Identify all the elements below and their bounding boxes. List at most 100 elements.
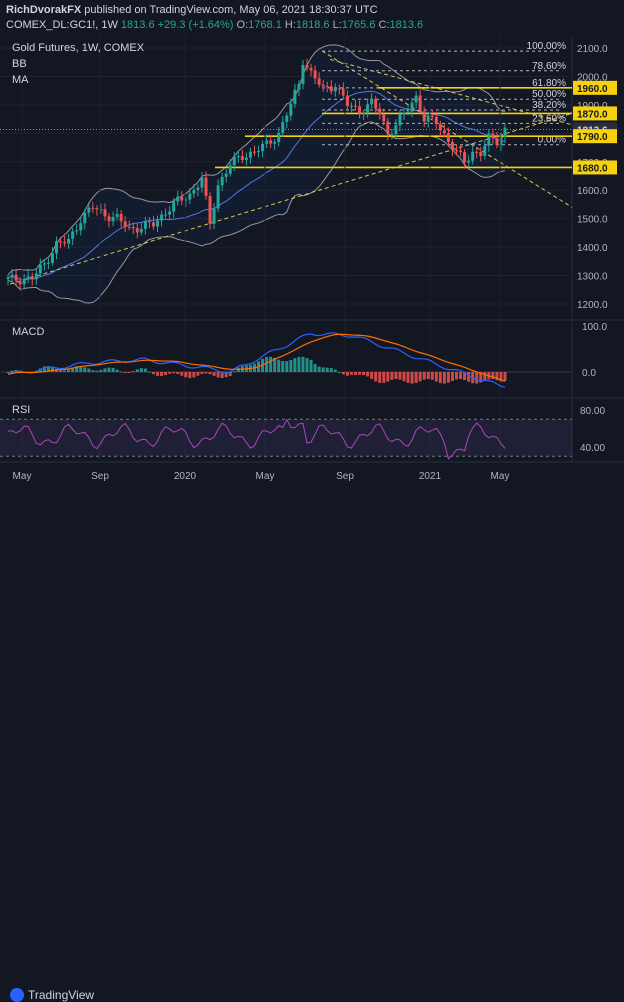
candle-body — [208, 195, 212, 224]
candle-body — [188, 193, 192, 200]
macd-pane[interactable] — [0, 332, 572, 388]
candle-body — [196, 187, 200, 191]
candle-body — [10, 274, 14, 278]
candle-body — [289, 103, 293, 116]
macd-line — [7, 332, 506, 388]
ma-line — [7, 90, 506, 280]
price-tick-label: 1500.0 — [577, 215, 608, 226]
candle-body — [119, 213, 123, 222]
candle-body — [111, 216, 115, 222]
macd-histogram-bar — [220, 372, 224, 379]
macd-histogram-bar — [309, 359, 313, 372]
price-axis-box — [573, 80, 617, 95]
macd-histogram-bar — [160, 372, 164, 377]
candle-body — [455, 150, 459, 152]
candle-body — [184, 199, 188, 201]
candle-body — [446, 133, 450, 142]
publisher-line: RichDvorakFX published on TradingView.co… — [6, 4, 378, 16]
open-label: O: — [236, 19, 249, 31]
candle-body — [483, 145, 487, 156]
candle-body — [46, 262, 50, 264]
main-price-pane[interactable]: 100.00% 78.60% 61.80%50.00%38.20% 23.60% 0.0… — [0, 36, 573, 462]
macd-histogram-bar — [87, 368, 91, 372]
candle-body — [479, 151, 483, 156]
candle-body — [414, 95, 418, 103]
rsi-line — [7, 418, 506, 460]
candle-body — [309, 67, 313, 71]
macd-histogram-bar — [459, 372, 463, 380]
chart-canvas[interactable]: 100.00% 78.60% 61.80%50.00%38.20% 23.60% 0.0… — [0, 0, 624, 491]
price-change: +29.3 (+1.64%) — [157, 19, 234, 31]
macd-histogram-bar — [402, 372, 406, 382]
low-label: L: — [332, 19, 342, 31]
candle-body — [317, 78, 321, 85]
indicator-ma-label[interactable]: MA — [12, 74, 29, 86]
candle-body — [204, 177, 208, 196]
macd-pane-title[interactable]: MACD — [12, 326, 45, 338]
candle-body — [22, 279, 26, 285]
macd-histogram-bar — [362, 372, 366, 376]
macd-histogram-bar — [341, 372, 345, 375]
candle-body — [499, 137, 503, 145]
candle-body — [434, 116, 438, 125]
candle-body — [75, 230, 79, 232]
candle-body — [386, 121, 390, 135]
price-tick-label: 1200.0 — [577, 300, 608, 311]
macd-histogram-bar — [394, 372, 398, 380]
rsi-pane[interactable] — [0, 418, 572, 460]
candle-body — [63, 242, 67, 244]
indicator-bb-label[interactable]: BB — [12, 58, 27, 70]
candle-body — [224, 173, 228, 177]
candle-body — [475, 151, 479, 153]
author-name[interactable]: RichDvorakFX — [6, 4, 82, 16]
macd-histogram-bar — [434, 372, 438, 382]
macd-histogram-bar — [483, 372, 487, 381]
macd-histogram-bar — [337, 371, 341, 373]
macd-histogram-bar — [410, 372, 414, 384]
macd-histogram-bar — [115, 369, 119, 372]
time-axis-label: May — [491, 471, 510, 482]
macd-histogram-bar — [370, 372, 374, 379]
candle-body — [390, 134, 394, 136]
candle-body — [71, 231, 75, 239]
macd-histogram-bar — [353, 372, 357, 376]
macd-histogram-bar — [59, 370, 63, 372]
macd-histogram-bar — [224, 372, 228, 378]
symbol-label[interactable]: COMEX_DL:GC1!, 1W — [6, 19, 118, 31]
candle-body — [337, 88, 341, 90]
macd-histogram-bar — [228, 372, 232, 377]
candle-body — [236, 156, 240, 158]
price-axis-box-label: 1680.0 — [577, 163, 608, 174]
candle-body — [192, 190, 196, 194]
macd-histogram-bar — [107, 367, 111, 372]
candle-body — [139, 229, 143, 233]
macd-histogram-bar — [442, 372, 446, 384]
macd-histogram-bar — [333, 369, 337, 372]
candle-body — [14, 274, 18, 281]
candle-body — [329, 86, 333, 92]
candle-body — [345, 95, 349, 107]
candle-body — [34, 273, 38, 280]
macd-histogram-bar — [188, 372, 192, 379]
candle-body — [147, 221, 151, 223]
macd-histogram-bar — [208, 372, 212, 375]
macd-histogram-bar — [151, 372, 155, 375]
macd-histogram-bar — [139, 368, 143, 372]
fib-label: 50.00% — [532, 89, 566, 100]
macd-histogram-bar — [289, 359, 293, 372]
rsi-pane-title[interactable]: RSI — [12, 404, 31, 416]
macd-histogram-bar — [273, 357, 277, 372]
macd-histogram-bar — [317, 366, 321, 372]
candle-body — [172, 201, 176, 212]
candle-body — [398, 114, 402, 126]
candle-body — [91, 207, 95, 209]
macd-histogram-bar — [10, 370, 14, 372]
macd-histogram-bar — [479, 372, 483, 383]
main-pane-title[interactable]: Gold Futures, 1W, COMEX — [12, 42, 145, 54]
macd-histogram-bar — [50, 367, 54, 372]
tradingview-logo[interactable]: TradingView — [10, 988, 94, 1002]
macd-histogram-bar — [164, 372, 168, 376]
candle-body — [54, 241, 58, 254]
candle-body — [220, 176, 224, 186]
candle-body — [127, 226, 131, 228]
